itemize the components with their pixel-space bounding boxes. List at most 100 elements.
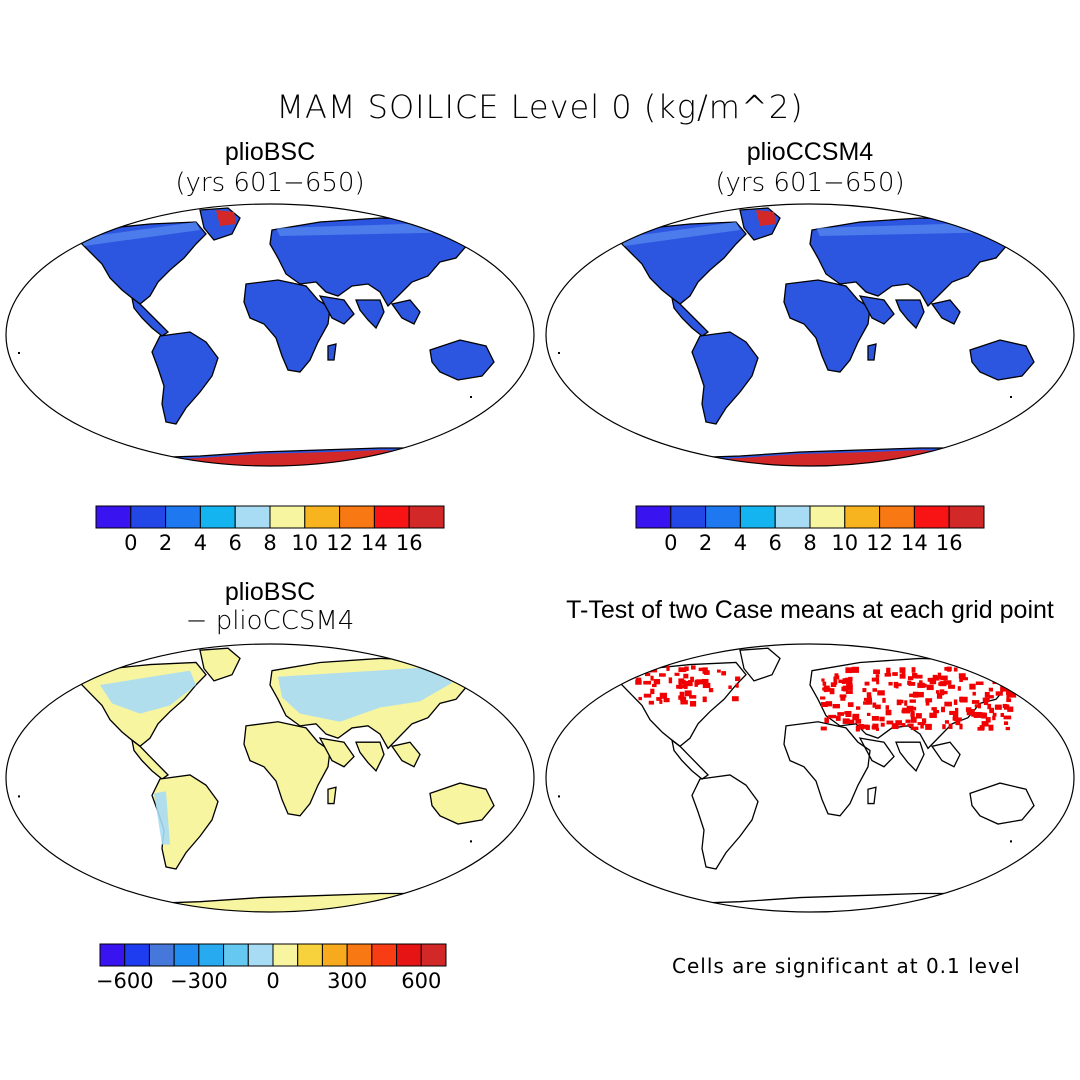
significant-cell bbox=[879, 716, 885, 722]
significant-cell bbox=[904, 700, 908, 706]
significant-cell bbox=[690, 676, 694, 683]
significant-cell bbox=[855, 719, 862, 724]
significant-cell bbox=[735, 683, 739, 688]
significant-cell bbox=[910, 711, 915, 718]
significant-cell bbox=[680, 684, 688, 689]
significant-cell bbox=[925, 701, 930, 706]
significant-cell bbox=[855, 725, 860, 732]
significant-cell bbox=[846, 684, 853, 691]
continent-se-asia bbox=[930, 741, 961, 768]
negative-difference-patch bbox=[100, 670, 196, 714]
significant-cell bbox=[833, 676, 837, 682]
significant-cell bbox=[937, 672, 942, 677]
significant-cell bbox=[678, 678, 685, 685]
significant-cell bbox=[906, 705, 914, 712]
colorbar-swatch bbox=[247, 943, 274, 967]
significant-cell bbox=[668, 677, 673, 684]
colorbar-swatch bbox=[705, 505, 741, 529]
significant-cell bbox=[912, 691, 919, 698]
significant-cell bbox=[731, 696, 739, 702]
colorbar-swatch bbox=[148, 943, 175, 967]
colorbar-swatch bbox=[95, 505, 132, 529]
significant-cell bbox=[716, 669, 721, 673]
significant-cell bbox=[886, 667, 891, 674]
significant-cell bbox=[679, 691, 685, 698]
significant-cell bbox=[909, 693, 915, 698]
island-speck bbox=[40, 426, 42, 428]
significant-cell bbox=[708, 688, 714, 693]
panel-subtitle-top-right: (yrs 601−650) bbox=[715, 168, 905, 198]
significant-cell bbox=[946, 666, 952, 671]
continent-arabia bbox=[318, 737, 355, 768]
colorbar-swatch bbox=[948, 505, 985, 529]
significant-cell bbox=[940, 690, 948, 695]
map-content bbox=[558, 647, 1050, 912]
significant-cell bbox=[834, 673, 839, 677]
colorbar-tick-label: 8 bbox=[803, 531, 816, 555]
significant-cell bbox=[820, 696, 826, 700]
continent-africa bbox=[783, 721, 871, 817]
significant-cell bbox=[832, 703, 840, 709]
colorbar-swatch bbox=[420, 943, 447, 967]
significant-cell bbox=[820, 726, 827, 731]
significant-cell bbox=[973, 711, 982, 718]
significant-cell bbox=[680, 700, 688, 705]
island-speck bbox=[18, 352, 20, 354]
significant-cell bbox=[643, 693, 652, 698]
colorbar-tick-label: 8 bbox=[263, 531, 276, 555]
significant-cell bbox=[648, 665, 652, 670]
significant-cell bbox=[979, 725, 985, 730]
significant-cell bbox=[937, 675, 941, 680]
significant-cell bbox=[944, 667, 948, 671]
continent-madagascar bbox=[867, 343, 877, 361]
significant-cell bbox=[872, 688, 878, 692]
significant-cell bbox=[989, 695, 994, 699]
significant-cell bbox=[864, 681, 870, 686]
significant-cell bbox=[852, 713, 860, 720]
significant-cell bbox=[891, 723, 899, 730]
significant-cell bbox=[974, 704, 981, 708]
panel-subtitle-top-left: (yrs 601−650) bbox=[175, 168, 365, 198]
significant-cell bbox=[825, 701, 833, 707]
significant-cell bbox=[932, 674, 938, 680]
significant-cell bbox=[966, 711, 974, 716]
significant-cell bbox=[959, 676, 963, 682]
island-speck bbox=[580, 426, 582, 428]
map-panel-bottom-right bbox=[545, 643, 1075, 913]
significant-cell bbox=[1005, 689, 1013, 695]
colorbar-tick-label: 12 bbox=[866, 531, 893, 555]
significant-cell bbox=[899, 667, 906, 673]
significant-cell bbox=[837, 712, 845, 716]
continent-india bbox=[355, 741, 385, 772]
significant-cell bbox=[823, 685, 830, 689]
significant-cell bbox=[988, 724, 994, 731]
significant-cell bbox=[851, 666, 859, 673]
island-speck bbox=[470, 840, 472, 843]
significant-cell bbox=[1003, 704, 1010, 710]
significant-cell bbox=[988, 669, 995, 674]
colorbar-swatch bbox=[321, 943, 348, 967]
significant-cell bbox=[896, 699, 902, 706]
significant-cell bbox=[972, 691, 976, 696]
significant-cell bbox=[690, 665, 696, 670]
significant-cell bbox=[959, 696, 968, 703]
colorbar-tick-label: −600 bbox=[96, 969, 154, 993]
significant-cell bbox=[1005, 726, 1010, 731]
significant-cell bbox=[948, 684, 956, 689]
continent-se-asia bbox=[390, 741, 421, 768]
significant-cell bbox=[909, 699, 916, 703]
colorbar-tick-label: 4 bbox=[194, 531, 207, 555]
map-panel-top-left bbox=[5, 203, 535, 467]
significant-cell bbox=[845, 690, 853, 694]
significant-cell bbox=[876, 679, 880, 685]
colorbar-swatch bbox=[304, 505, 341, 529]
significant-cell bbox=[823, 687, 828, 693]
colorbar-swatch bbox=[809, 505, 846, 529]
significant-cell bbox=[871, 725, 877, 730]
colorbar-bottom-left: −600 −300 0 300 600 bbox=[96, 943, 447, 993]
significant-cell bbox=[940, 675, 948, 681]
significant-cell bbox=[982, 697, 990, 702]
significant-cell bbox=[892, 672, 898, 676]
significant-cell bbox=[901, 723, 906, 727]
significant-cell bbox=[952, 713, 959, 719]
